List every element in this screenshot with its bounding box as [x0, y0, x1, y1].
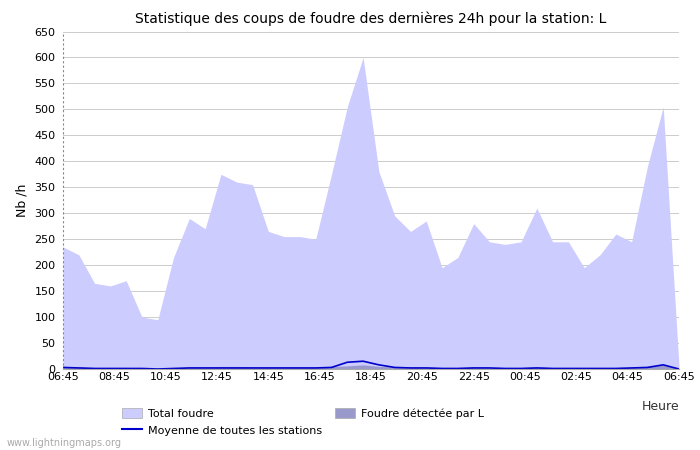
Title: Statistique des coups de foudre des dernières 24h pour la station: L: Statistique des coups de foudre des dern…	[135, 12, 607, 26]
Y-axis label: Nb /h: Nb /h	[15, 184, 29, 217]
Text: www.lightningmaps.org: www.lightningmaps.org	[7, 438, 122, 448]
Legend: Total foudre, Moyenne de toutes les stations, Foudre détectée par L: Total foudre, Moyenne de toutes les stat…	[118, 404, 488, 440]
Text: Heure: Heure	[641, 400, 679, 413]
